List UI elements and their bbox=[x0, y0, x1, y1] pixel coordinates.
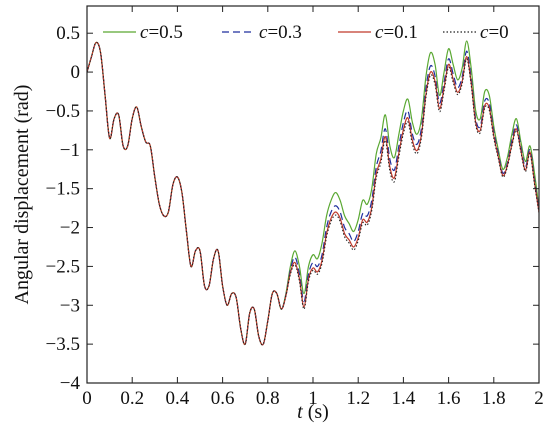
x-tick-label: 0 bbox=[82, 388, 92, 409]
y-tick-label: −1.5 bbox=[46, 179, 80, 200]
x-tick-label: 0.6 bbox=[211, 388, 235, 409]
x-axis-title: t (s) bbox=[297, 401, 329, 423]
plot-area bbox=[87, 6, 539, 383]
legend-label: c=0.3 bbox=[259, 22, 302, 43]
x-axis-unit: (s) bbox=[303, 401, 329, 423]
legend-value: =0.5 bbox=[148, 22, 182, 43]
y-tick-label: 0.5 bbox=[56, 23, 80, 44]
y-tick-label: −0.5 bbox=[46, 101, 80, 122]
legend-variable: c bbox=[140, 22, 149, 43]
legend-entry-3: c=0 bbox=[443, 22, 509, 43]
plot-background bbox=[87, 6, 539, 383]
x-tick-label: 1.2 bbox=[346, 388, 370, 409]
legend: c=0.5 c=0.3 c=0.1 c=0 bbox=[103, 22, 509, 43]
legend-entry-2: c=0.1 bbox=[338, 22, 418, 43]
x-axis-variable: t bbox=[297, 401, 303, 423]
legend-variable: c bbox=[259, 22, 268, 43]
x-tick-label: 0.2 bbox=[120, 388, 144, 409]
series-line-2 bbox=[87, 41, 539, 346]
y-axis-title: Angular displacement (rad) bbox=[11, 85, 33, 305]
legend-value: =0.1 bbox=[383, 22, 417, 43]
x-tick-label: 2 bbox=[534, 388, 544, 409]
series-lines bbox=[87, 40, 539, 346]
x-tick-label: 0.4 bbox=[166, 388, 190, 409]
legend-value: =0 bbox=[488, 22, 508, 43]
x-tick-label: 1.4 bbox=[392, 388, 416, 409]
y-tick-label: 0 bbox=[71, 62, 81, 83]
y-tick-label: −1 bbox=[60, 140, 80, 161]
series-line-3 bbox=[87, 41, 539, 346]
y-tick-label: −3.5 bbox=[46, 334, 80, 355]
axes: 0 0.2 0.4 0.6 0.8 1 1.2 1.4 1.6 1.8 2 0.5 0 −0.5 −1 −1.… bbox=[46, 5, 544, 409]
x-tick-label: 0.8 bbox=[256, 388, 280, 409]
y-tick-label: −2 bbox=[60, 218, 80, 239]
x-tick-label: 1.6 bbox=[437, 388, 461, 409]
y-tick-label: −4 bbox=[60, 373, 81, 394]
legend-label: c=0.5 bbox=[140, 22, 183, 43]
y-tick-label: −3 bbox=[60, 295, 80, 316]
legend-variable: c bbox=[480, 22, 489, 43]
legend-label: c=0 bbox=[480, 22, 509, 43]
y-tick-label: −2.5 bbox=[46, 256, 80, 277]
legend-entry-1: c=0.3 bbox=[222, 22, 302, 43]
legend-label: c=0.1 bbox=[375, 22, 418, 43]
legend-value: =0.3 bbox=[267, 22, 301, 43]
axis-labels: t (s) Angular displacement (rad) bbox=[11, 85, 329, 423]
legend-entry-0: c=0.5 bbox=[103, 22, 183, 43]
legend-variable: c bbox=[375, 22, 384, 43]
x-tick-label: 1 bbox=[308, 388, 318, 409]
x-tick-label: 1.8 bbox=[482, 388, 506, 409]
